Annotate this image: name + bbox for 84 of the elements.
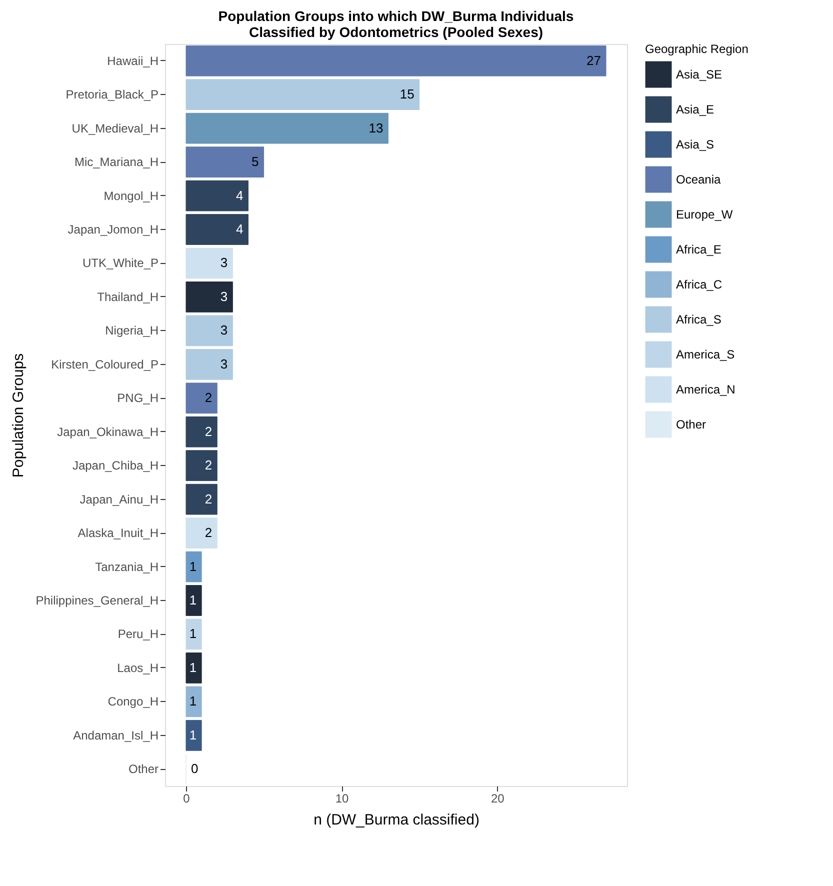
y-tick-label: Japan_Ainu_H xyxy=(80,492,158,506)
data-label: 1 xyxy=(189,694,197,709)
legend-label: Asia_E xyxy=(676,102,714,116)
data-label: 2 xyxy=(204,424,212,439)
bar xyxy=(186,484,218,515)
data-label: 13 xyxy=(368,120,384,136)
y-tick-label: Japan_Jomon_H xyxy=(68,222,158,236)
text: Classified by Odontometrics (Pooled Sexes) xyxy=(248,24,544,40)
x-tick-label: 20 xyxy=(490,792,505,806)
y-tick-label: Japan_Chiba_H xyxy=(72,458,158,473)
data-label: 1 xyxy=(189,626,197,642)
bar xyxy=(186,585,202,616)
legend-label: Africa_S xyxy=(676,312,722,326)
bar xyxy=(186,618,202,650)
legend-label: Asia_SE xyxy=(676,68,722,82)
y-tick-label: Japan_Okinawa_H xyxy=(57,424,158,439)
y-tick-label: Kirsten_Coloured_P xyxy=(51,357,158,372)
bar xyxy=(186,315,233,346)
y-tick-label: Thailand_H xyxy=(97,290,158,304)
data-label: 2 xyxy=(204,491,212,506)
y-tick-label: Alaska_Inuit_H xyxy=(78,526,158,540)
y-tick-label: Mongol_H xyxy=(104,188,158,203)
bar xyxy=(186,686,202,718)
y-tick-label: Philippines_General_H xyxy=(36,594,158,608)
legend-label: Other xyxy=(676,418,706,432)
data-label: 27 xyxy=(586,52,601,68)
data-label: 2 xyxy=(204,390,212,406)
data-label: 3 xyxy=(220,322,228,338)
data-label: 2 xyxy=(204,458,212,473)
legend-label: America_N xyxy=(676,382,736,396)
bar xyxy=(186,146,264,178)
bar xyxy=(186,518,218,548)
data-label: 0 xyxy=(191,761,198,776)
data-label: 1 xyxy=(189,592,197,608)
y-tick-label: Tanzania_H xyxy=(95,560,158,574)
data-label: 15 xyxy=(400,86,414,102)
data-label: 5 xyxy=(252,154,259,170)
y-axis-title: Population Groups xyxy=(10,353,27,478)
y-tick-label: UTK_White_P xyxy=(82,256,158,270)
legend-label: Oceania xyxy=(676,172,722,186)
data-label: 3 xyxy=(220,255,228,270)
legend-label: Africa_C xyxy=(676,278,722,292)
legend-title: Geographic Region xyxy=(645,42,748,56)
data-label: 4 xyxy=(236,188,244,203)
data-label: 3 xyxy=(220,356,228,372)
bar xyxy=(186,112,388,144)
data-label: 1 xyxy=(189,727,197,742)
bar xyxy=(186,720,202,751)
y-tick-label: Pretoria_Black_P xyxy=(66,88,158,102)
y-tick-label: Mic_Mariana_H xyxy=(74,155,158,170)
bar xyxy=(186,348,233,380)
y-tick-label: UK_Medieval_H xyxy=(72,121,158,136)
bar xyxy=(186,45,606,76)
y-tick-label: Nigeria_H xyxy=(105,324,158,338)
y-tick-label: Andaman_Isl_H xyxy=(73,728,158,742)
bar xyxy=(186,450,218,482)
y-tick-label: Peru_H xyxy=(118,627,158,642)
legend-label: America_S xyxy=(676,348,735,362)
y-tick-label: Congo_H xyxy=(108,694,158,709)
bar xyxy=(186,382,218,414)
data-label: 1 xyxy=(189,558,197,574)
legend-label: Africa_E xyxy=(676,242,722,256)
bar xyxy=(186,79,420,110)
bar xyxy=(186,282,233,312)
bar xyxy=(186,214,248,245)
legend-label: Asia_S xyxy=(676,138,714,152)
x-axis-title: n (DW_Burma classified) xyxy=(314,812,480,828)
data-label: 2 xyxy=(204,525,212,540)
bar xyxy=(186,551,202,582)
y-tick-label: Hawaii_H xyxy=(107,54,158,68)
bar xyxy=(186,416,218,448)
data-label: 3 xyxy=(220,288,228,304)
bar xyxy=(186,652,202,684)
bar xyxy=(186,180,248,212)
y-tick-label: Other xyxy=(128,762,158,776)
bar xyxy=(186,248,233,279)
text: Population Groups into which DW_Burma Individuals xyxy=(218,8,574,24)
data-label: 4 xyxy=(236,222,244,236)
x-tick-label: 0 xyxy=(183,792,190,806)
x-tick-label: 10 xyxy=(335,792,350,806)
y-tick-label: Laos_H xyxy=(117,660,158,675)
y-tick-label: PNG_H xyxy=(117,391,158,406)
legend-label: Europe_W xyxy=(676,208,734,222)
data-label: 1 xyxy=(189,660,197,675)
